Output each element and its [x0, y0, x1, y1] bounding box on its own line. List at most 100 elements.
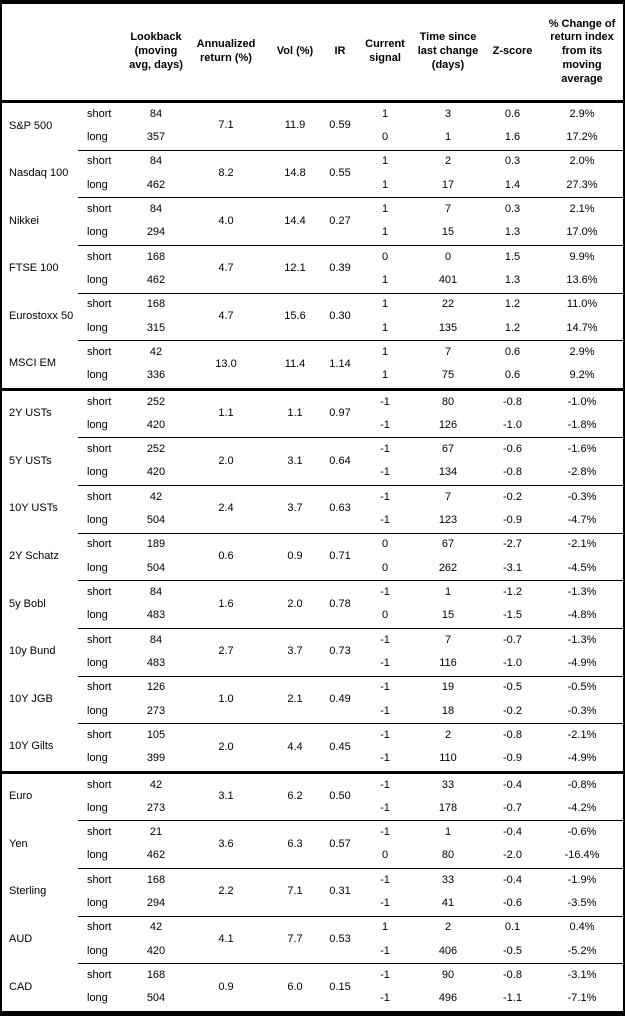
leg-label: short — [78, 437, 128, 462]
leg-label: long — [78, 604, 128, 629]
annualized-return-value: 0.6 — [184, 532, 268, 581]
time-since-change-value: 15 — [412, 221, 484, 246]
asset-name: 2Y USTs — [2, 387, 78, 438]
z-score-value: 0.6 — [484, 101, 541, 127]
signal-value: 1 — [358, 101, 412, 127]
time-since-change-value: 135 — [412, 316, 484, 341]
signal-value: -1 — [358, 652, 412, 676]
time-since-change-value: 2 — [412, 149, 484, 174]
annualized-return-value: 0.9 — [184, 963, 268, 1011]
col-header-pct-change: % Change of return index from its moving… — [541, 4, 623, 103]
ir-value: 0.27 — [322, 197, 358, 246]
z-score-value: -0.9 — [484, 747, 541, 773]
lookback-value: 168 — [128, 868, 184, 893]
lookback-value: 84 — [128, 580, 184, 605]
table-row-short: 10y Bund short 84 2.7 3.7 0.73 -1 7 -0.7 -1.3% — [2, 627, 623, 676]
lookback-value: 168 — [128, 963, 184, 988]
ir-value: 0.97 — [322, 387, 358, 438]
time-since-change-value: 401 — [412, 269, 484, 293]
vol-value: 0.9 — [268, 532, 322, 581]
signal-value: -1 — [358, 963, 412, 988]
asset-name: MSCI EM — [2, 340, 78, 390]
pct-change-value: -4.9% — [541, 747, 623, 773]
asset-name: Eurostoxx 50 — [2, 293, 78, 341]
table-row-short: Sterling short 168 2.2 7.1 0.31 -1 33 -0.4 -1.9% — [2, 868, 623, 917]
ir-value: 0.31 — [322, 868, 358, 917]
leg-label: short — [78, 963, 128, 988]
table-row-long: long 504 0 262 -3.1 -4.5% — [2, 556, 623, 581]
time-since-change-value: 7 — [412, 197, 484, 222]
table-row-long: long 483 -1 116 -1.0 -4.9% — [2, 652, 623, 676]
pct-change-value: -3.1% — [541, 963, 623, 988]
signal-value: -1 — [358, 627, 412, 653]
z-score-value: -0.4 — [484, 868, 541, 893]
annualized-return-value: 2.4 — [184, 485, 268, 534]
lookback-value: 294 — [128, 892, 184, 917]
leg-label: short — [78, 532, 128, 557]
table-row-long: long 399 -1 110 -0.9 -4.9% — [2, 747, 623, 773]
pct-change-value: -1.8% — [541, 414, 623, 438]
asset-name: 5y Bobl — [2, 580, 78, 629]
pct-change-value: 17.0% — [541, 221, 623, 246]
z-score-value: -0.2 — [484, 699, 541, 724]
pct-change-value: -0.3% — [541, 485, 623, 510]
vol-value: 7.7 — [268, 915, 322, 964]
asset-name: FTSE 100 — [2, 245, 78, 293]
vol-value: 14.8 — [268, 149, 322, 198]
lookback-value: 273 — [128, 699, 184, 724]
z-score-value: -1.1 — [484, 987, 541, 1011]
leg-label: long — [78, 221, 128, 246]
time-since-change-value: 3 — [412, 101, 484, 127]
pct-change-value: -0.6% — [541, 820, 623, 845]
z-score-value: 0.6 — [484, 364, 541, 390]
col-header-time-since-change: Time since last change (days) — [412, 4, 484, 103]
signal-value: 0 — [358, 556, 412, 581]
z-score-value: 1.2 — [484, 316, 541, 341]
lookback-value: 294 — [128, 221, 184, 246]
leg-label: short — [78, 387, 128, 415]
lookback-value: 168 — [128, 244, 184, 270]
pct-change-value: -1.3% — [541, 627, 623, 653]
ir-value: 0.64 — [322, 437, 358, 486]
lookback-value: 504 — [128, 987, 184, 1011]
z-score-value: 0.6 — [484, 340, 541, 365]
time-since-change-value: 2 — [412, 915, 484, 940]
time-since-change-value: 7 — [412, 485, 484, 510]
leg-label: long — [78, 747, 128, 773]
z-score-value: 0.3 — [484, 197, 541, 222]
z-score-value: -1.5 — [484, 604, 541, 629]
annualized-return-value: 1.6 — [184, 580, 268, 629]
lookback-value: 273 — [128, 797, 184, 821]
z-score-value: -0.5 — [484, 675, 541, 700]
time-since-change-value: 0 — [412, 244, 484, 270]
time-since-change-value: 90 — [412, 963, 484, 988]
signal-value: 1 — [358, 316, 412, 341]
pct-change-value: 9.2% — [541, 364, 623, 390]
leg-label: long — [78, 652, 128, 676]
pct-change-value: -0.3% — [541, 699, 623, 724]
leg-label: long — [78, 173, 128, 198]
lookback-value: 420 — [128, 414, 184, 438]
leg-label: short — [78, 292, 128, 317]
pct-change-value: -1.9% — [541, 868, 623, 893]
signal-value: 1 — [358, 149, 412, 174]
leg-label: long — [78, 269, 128, 293]
asset-name: 10y Bund — [2, 628, 78, 676]
asset-name: CAD — [2, 963, 78, 1011]
ir-value: 0.50 — [322, 770, 358, 821]
pct-change-value: 11.0% — [541, 292, 623, 317]
annualized-return-value: 8.2 — [184, 149, 268, 198]
z-score-value: 1.4 — [484, 173, 541, 198]
asset-name: Nikkei — [2, 197, 78, 246]
annualized-return-value: 1.0 — [184, 675, 268, 724]
lookback-value: 42 — [128, 915, 184, 940]
ir-value: 0.78 — [322, 580, 358, 629]
pct-change-value: -4.7% — [541, 509, 623, 534]
pct-change-value: -3.5% — [541, 892, 623, 917]
signal-value: 1 — [358, 173, 412, 198]
signal-value: 0 — [358, 126, 412, 151]
signal-value: 0 — [358, 844, 412, 869]
table-row-short: 10Y JGB short 126 1.0 2.1 0.49 -1 19 -0.5 -0.5% — [2, 675, 623, 724]
z-score-value: 0.1 — [484, 915, 541, 940]
table-row-long: long 336 1 75 0.6 9.2% — [2, 364, 623, 390]
